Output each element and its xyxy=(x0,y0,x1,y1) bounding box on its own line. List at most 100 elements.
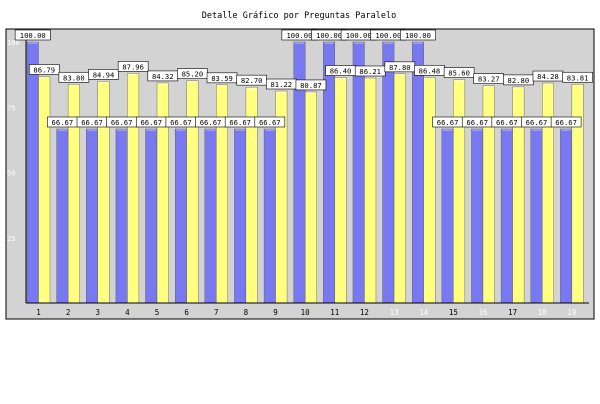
x-tick-label: 19 xyxy=(567,308,576,317)
y-tick-label: 25 xyxy=(7,235,15,243)
data-label: 87.80 xyxy=(389,63,411,72)
data-label: 84.94 xyxy=(93,70,115,79)
bar xyxy=(145,128,158,304)
x-tick-label: 10 xyxy=(301,308,311,317)
data-label: 83.81 xyxy=(567,73,589,82)
data-label-box xyxy=(117,61,149,72)
data-label-box xyxy=(562,71,593,83)
data-label: 66.67 xyxy=(259,118,281,127)
bar xyxy=(86,128,98,304)
bar xyxy=(234,128,247,304)
data-label: 100.00 xyxy=(20,31,46,40)
data-label: 66.67 xyxy=(200,118,222,127)
x-tick-label: 5 xyxy=(155,308,160,317)
x-tick-label: 17 xyxy=(508,308,517,317)
x-tick-label: 2 xyxy=(66,308,71,317)
x-tick-label: 14 xyxy=(419,308,429,317)
y-tick-label: 75 xyxy=(7,104,15,112)
bar xyxy=(382,41,395,304)
data-label: 100.00 xyxy=(405,31,431,40)
data-label: 66.67 xyxy=(466,118,488,127)
x-tick-label: 13 xyxy=(390,308,399,317)
data-label: 84.28 xyxy=(537,72,559,81)
x-tick-label: 9 xyxy=(273,308,278,317)
data-label: 66.67 xyxy=(140,118,162,127)
data-label: 66.67 xyxy=(555,118,577,127)
data-label-box xyxy=(28,64,60,75)
data-label: 83.27 xyxy=(478,75,500,84)
data-label: 86.79 xyxy=(33,65,55,74)
bar xyxy=(393,73,406,304)
data-label: 100.00 xyxy=(316,31,342,40)
data-label: 81.22 xyxy=(270,80,292,89)
data-label: 66.67 xyxy=(437,118,459,127)
data-label: 100.00 xyxy=(286,31,312,40)
data-label: 80.87 xyxy=(300,81,322,90)
data-label-box xyxy=(443,67,475,78)
x-tick-label: 4 xyxy=(125,308,130,317)
x-tick-label: 18 xyxy=(538,308,548,317)
bar xyxy=(423,77,436,304)
data-label: 66.67 xyxy=(52,118,74,127)
bars-layer xyxy=(26,41,584,304)
bar xyxy=(304,91,317,304)
data-label: 66.67 xyxy=(81,118,103,127)
bar xyxy=(441,128,454,304)
data-label-box xyxy=(550,116,582,128)
data-label: 87.96 xyxy=(122,62,144,71)
data-label: 82.70 xyxy=(241,76,263,85)
bar xyxy=(352,41,365,304)
data-label: 85.20 xyxy=(182,70,204,79)
data-label: 83.80 xyxy=(63,73,85,82)
bar xyxy=(334,77,347,304)
bar xyxy=(500,128,513,304)
bar xyxy=(97,81,110,304)
bar xyxy=(263,128,276,304)
data-label: 66.67 xyxy=(496,118,518,127)
data-label: 100.00 xyxy=(375,31,401,40)
bar xyxy=(560,128,573,304)
x-tick-label: 15 xyxy=(449,308,458,317)
data-label: 66.67 xyxy=(111,118,133,127)
y-tick-label: 100 xyxy=(7,39,20,47)
bar xyxy=(364,77,377,304)
bar xyxy=(38,76,51,304)
bar xyxy=(186,80,199,304)
data-label: 85.60 xyxy=(448,69,470,78)
data-label: 86.21 xyxy=(359,67,381,76)
bar xyxy=(56,128,69,304)
x-tick-label: 16 xyxy=(478,308,488,317)
data-label: 83.59 xyxy=(211,74,233,83)
bar xyxy=(174,128,187,304)
data-label: 66.67 xyxy=(526,118,548,127)
x-tick-label: 7 xyxy=(214,308,219,317)
data-label: 100.00 xyxy=(346,31,372,40)
data-label-box xyxy=(88,69,119,80)
bar xyxy=(530,128,543,304)
x-tick-label: 3 xyxy=(96,308,101,317)
bar xyxy=(127,73,140,304)
data-label: 84.32 xyxy=(152,72,174,81)
x-tick-label: 11 xyxy=(330,308,339,317)
x-tick-label: 12 xyxy=(360,308,369,317)
bar xyxy=(204,128,217,304)
data-labels-layer: 100.00 86.79 66.67 83.80 66.67 84.94 66.67 87.9… xyxy=(14,29,593,128)
y-tick-label: 50 xyxy=(7,170,15,178)
x-tick-label: 8 xyxy=(244,308,249,317)
data-label: 82.80 xyxy=(508,76,530,85)
bar xyxy=(471,128,484,304)
data-label-box xyxy=(254,116,286,128)
bar xyxy=(542,82,554,304)
data-label-box xyxy=(14,29,51,41)
data-label-box xyxy=(295,79,327,91)
x-tick-label: 1 xyxy=(36,308,41,317)
data-label-box xyxy=(400,29,436,41)
bar xyxy=(26,41,39,304)
data-label: 86.48 xyxy=(419,66,441,75)
bar xyxy=(412,41,424,304)
data-label: 66.67 xyxy=(229,118,251,127)
data-label: 66.67 xyxy=(170,118,192,127)
